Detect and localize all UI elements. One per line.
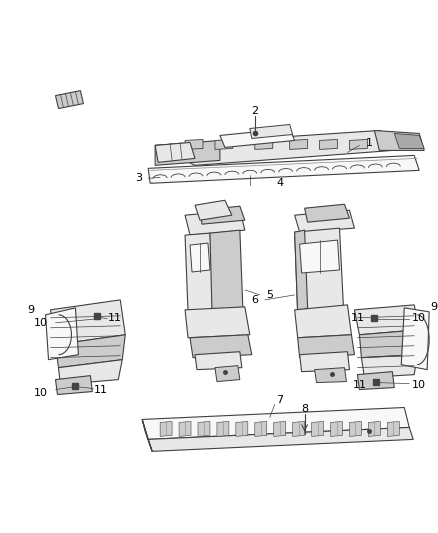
Polygon shape (368, 422, 380, 437)
Polygon shape (274, 422, 286, 437)
Polygon shape (215, 366, 240, 382)
Polygon shape (142, 408, 409, 439)
Polygon shape (185, 233, 215, 312)
Polygon shape (155, 142, 195, 163)
Polygon shape (185, 307, 250, 338)
Polygon shape (195, 352, 242, 369)
Polygon shape (304, 204, 350, 222)
Polygon shape (293, 422, 304, 437)
Text: 4: 4 (276, 179, 283, 188)
Polygon shape (155, 131, 419, 165)
Polygon shape (295, 210, 354, 232)
Polygon shape (179, 422, 191, 437)
Polygon shape (401, 308, 429, 369)
Text: 1: 1 (366, 139, 373, 148)
Polygon shape (56, 335, 125, 368)
Polygon shape (210, 230, 243, 310)
Polygon shape (350, 422, 361, 437)
Polygon shape (220, 128, 295, 148)
Polygon shape (59, 360, 122, 385)
Polygon shape (190, 243, 210, 272)
Text: 10: 10 (34, 387, 48, 398)
Polygon shape (50, 300, 125, 345)
Polygon shape (236, 422, 248, 437)
Polygon shape (354, 305, 419, 335)
Polygon shape (357, 372, 394, 390)
Text: 8: 8 (301, 405, 308, 415)
Polygon shape (374, 131, 424, 150)
Text: 11: 11 (108, 313, 122, 323)
Text: 11: 11 (350, 313, 364, 323)
Text: 2: 2 (251, 106, 258, 116)
Text: 7: 7 (276, 394, 283, 405)
Polygon shape (250, 125, 293, 139)
Text: 10: 10 (412, 313, 426, 323)
Polygon shape (185, 210, 245, 235)
Polygon shape (295, 230, 307, 312)
Polygon shape (155, 141, 220, 165)
Polygon shape (300, 240, 339, 273)
Text: 9: 9 (431, 302, 438, 312)
Polygon shape (185, 140, 203, 149)
Text: 5: 5 (266, 290, 273, 300)
Text: 10: 10 (412, 379, 426, 390)
Polygon shape (361, 354, 417, 377)
Polygon shape (46, 308, 78, 360)
Polygon shape (350, 140, 367, 149)
Polygon shape (190, 335, 252, 358)
Polygon shape (195, 200, 232, 220)
Polygon shape (331, 422, 343, 437)
Polygon shape (320, 140, 338, 149)
Polygon shape (314, 368, 346, 383)
Polygon shape (300, 352, 350, 372)
Polygon shape (215, 140, 233, 149)
Polygon shape (295, 228, 343, 312)
Polygon shape (160, 422, 172, 437)
Text: 11: 11 (93, 385, 107, 394)
Polygon shape (217, 422, 229, 437)
Polygon shape (200, 206, 245, 224)
Polygon shape (290, 140, 307, 149)
Polygon shape (387, 422, 399, 437)
Text: 11: 11 (353, 379, 367, 390)
Text: 3: 3 (135, 173, 142, 183)
Polygon shape (311, 422, 324, 437)
Text: 6: 6 (251, 295, 258, 305)
Text: 9: 9 (27, 305, 34, 315)
Polygon shape (255, 422, 267, 437)
Polygon shape (148, 427, 413, 451)
Polygon shape (295, 305, 351, 338)
Polygon shape (198, 422, 210, 437)
Polygon shape (298, 335, 354, 358)
Polygon shape (360, 330, 419, 358)
Polygon shape (56, 91, 83, 109)
Polygon shape (148, 156, 419, 183)
Text: 10: 10 (34, 318, 48, 328)
Polygon shape (255, 140, 273, 149)
Polygon shape (142, 419, 152, 451)
Polygon shape (394, 133, 424, 148)
Polygon shape (56, 376, 92, 394)
